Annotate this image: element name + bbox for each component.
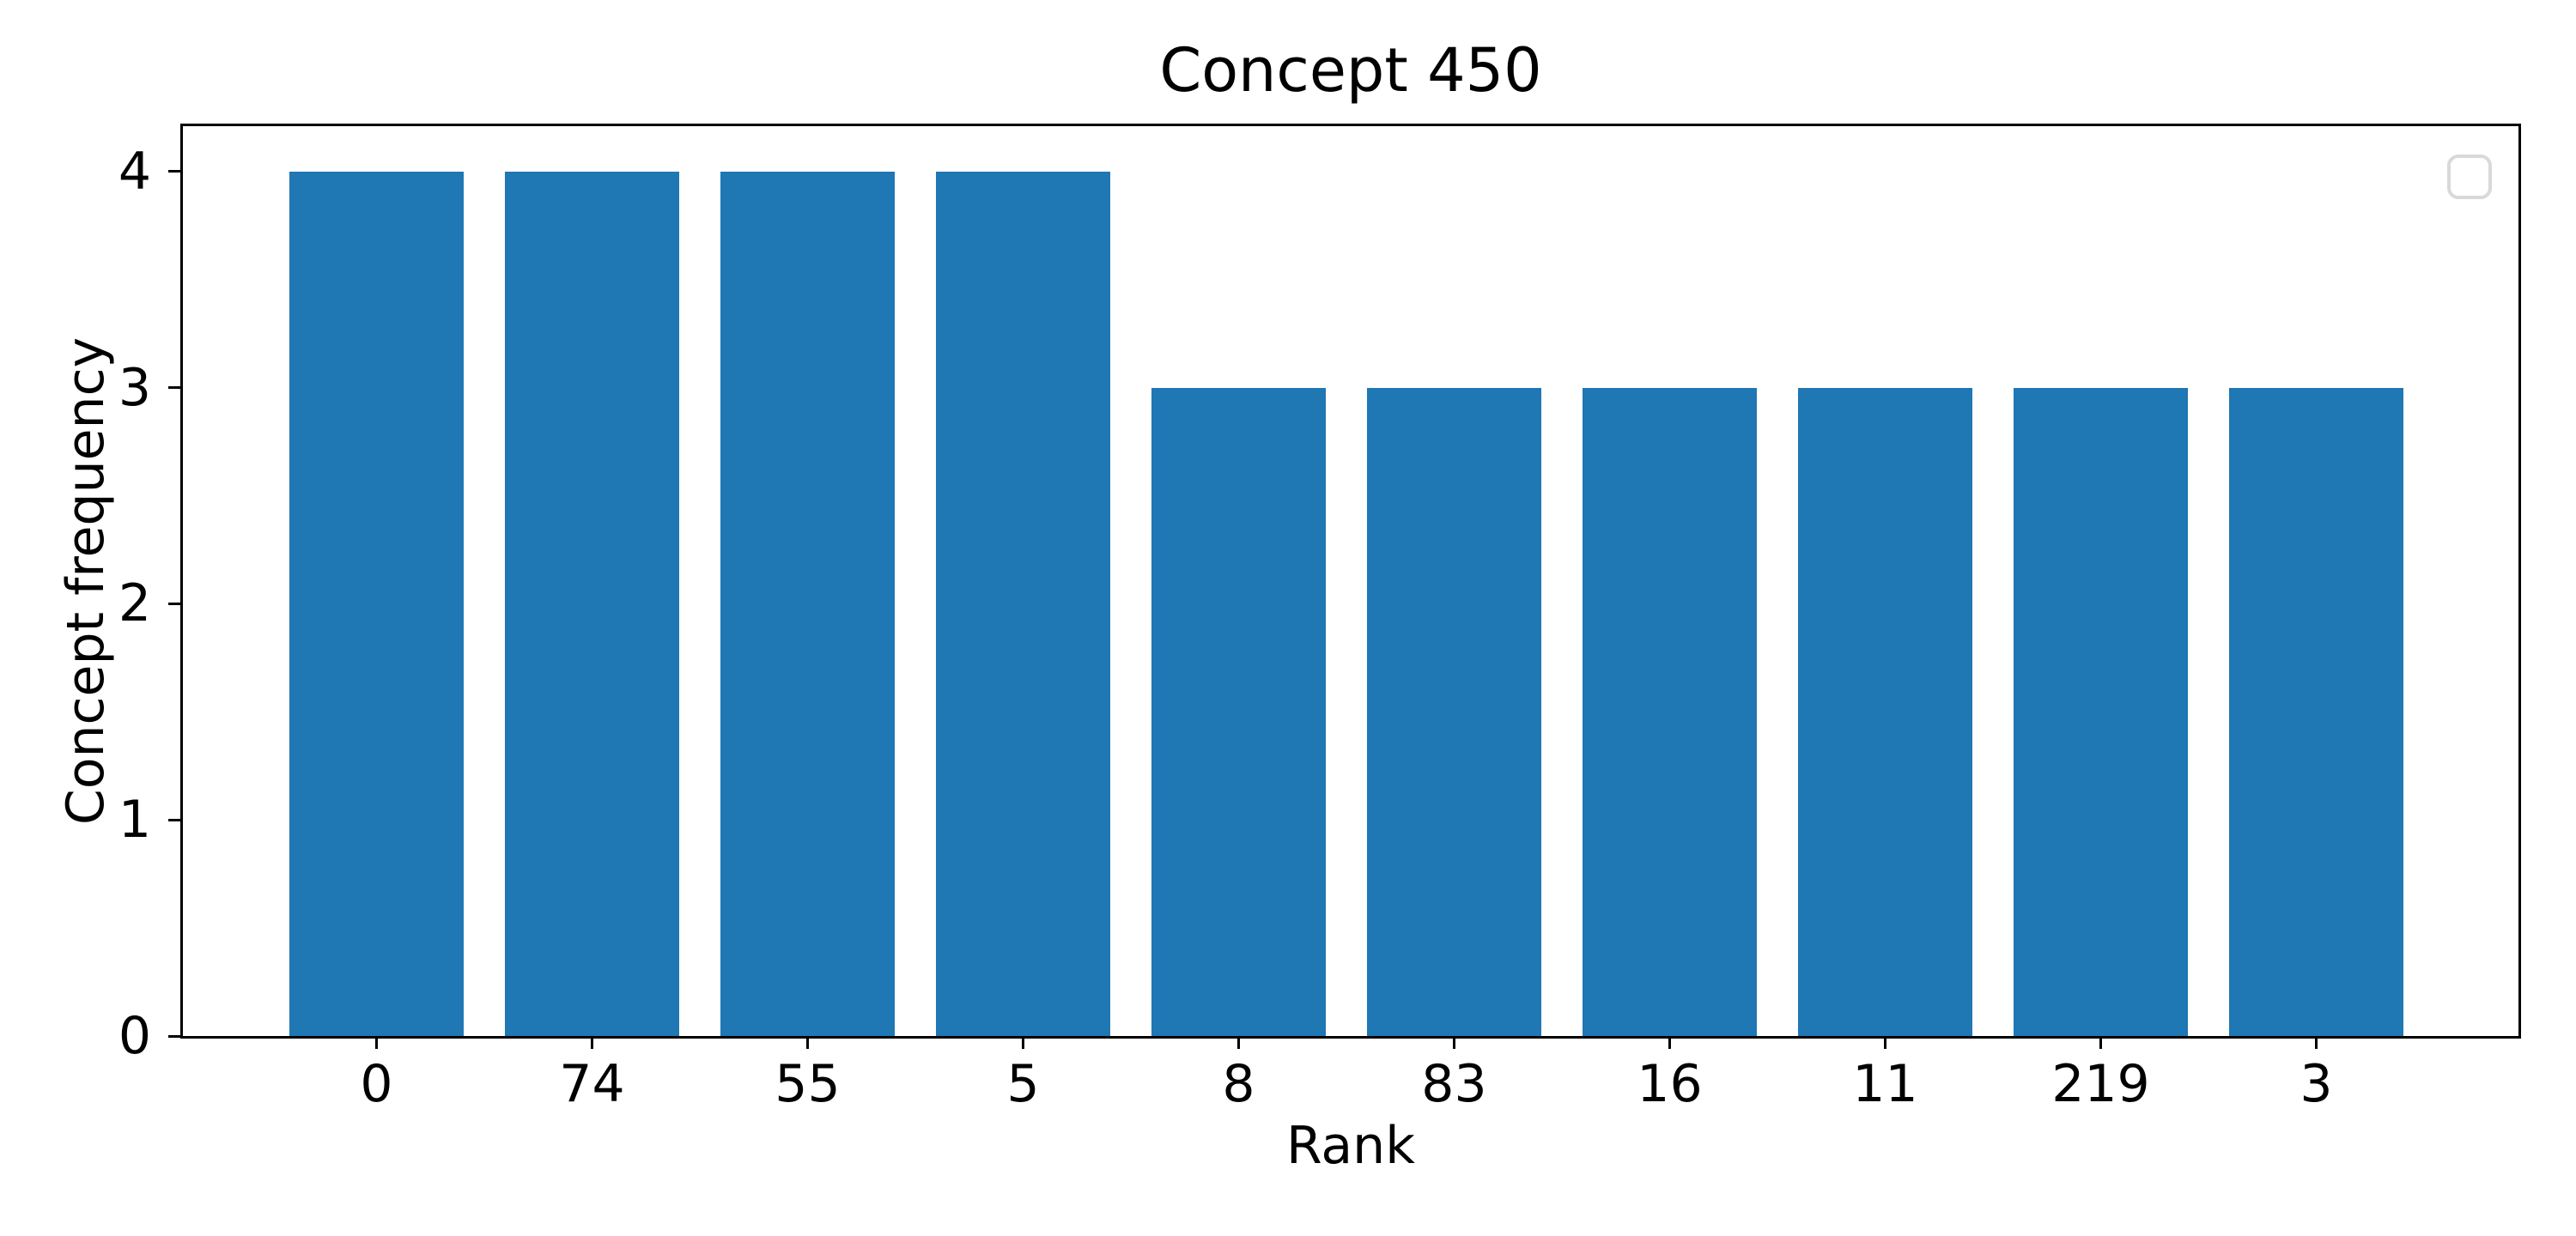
y-tick-mark — [168, 602, 183, 605]
bar — [1582, 387, 1757, 1036]
x-tick-mark — [1236, 1036, 1240, 1049]
x-tick-mark — [1452, 1036, 1455, 1049]
x-tick-label: 74 — [559, 1054, 625, 1114]
x-tick-mark — [2314, 1036, 2318, 1049]
x-tick-label: 83 — [1421, 1054, 1487, 1114]
x-tick-label: 8 — [1222, 1054, 1255, 1114]
bar — [1797, 387, 1972, 1036]
y-tick-label: 0 — [118, 1006, 151, 1066]
bar — [935, 171, 1110, 1036]
x-tick-label: 16 — [1637, 1054, 1703, 1114]
bar — [720, 171, 895, 1036]
x-tick-mark — [374, 1036, 378, 1049]
x-tick-label: 219 — [2051, 1054, 2150, 1114]
y-tick-mark — [168, 818, 183, 821]
y-tick-label: 2 — [118, 573, 151, 634]
chart-title: Concept 450 — [1159, 35, 1542, 106]
y-tick-mark — [168, 386, 183, 390]
x-tick-mark — [1021, 1036, 1024, 1049]
y-tick-label: 4 — [118, 141, 151, 202]
bar — [2228, 387, 2403, 1036]
x-tick-label: 0 — [360, 1054, 393, 1114]
x-tick-mark — [2099, 1036, 2102, 1049]
x-tick-mark — [805, 1036, 809, 1049]
plot-area — [180, 124, 2521, 1039]
y-tick-label: 3 — [118, 357, 151, 418]
legend-box — [2447, 154, 2492, 199]
y-tick-label: 1 — [118, 790, 151, 851]
bar — [1366, 387, 1541, 1036]
y-tick-mark — [168, 1034, 183, 1038]
bar — [2013, 387, 2188, 1036]
x-tick-label: 11 — [1852, 1054, 1918, 1114]
x-tick-mark — [1668, 1036, 1671, 1049]
x-tick-label: 5 — [1006, 1054, 1040, 1114]
x-tick-label: 55 — [775, 1054, 841, 1114]
x-tick-mark — [1883, 1036, 1886, 1049]
y-tick-mark — [168, 170, 183, 173]
bar — [289, 171, 464, 1036]
x-axis-label: Rank — [1286, 1116, 1415, 1176]
x-tick-mark — [590, 1036, 593, 1049]
x-tick-label: 3 — [2300, 1054, 2333, 1114]
bar — [1151, 387, 1326, 1036]
bar — [504, 171, 679, 1036]
